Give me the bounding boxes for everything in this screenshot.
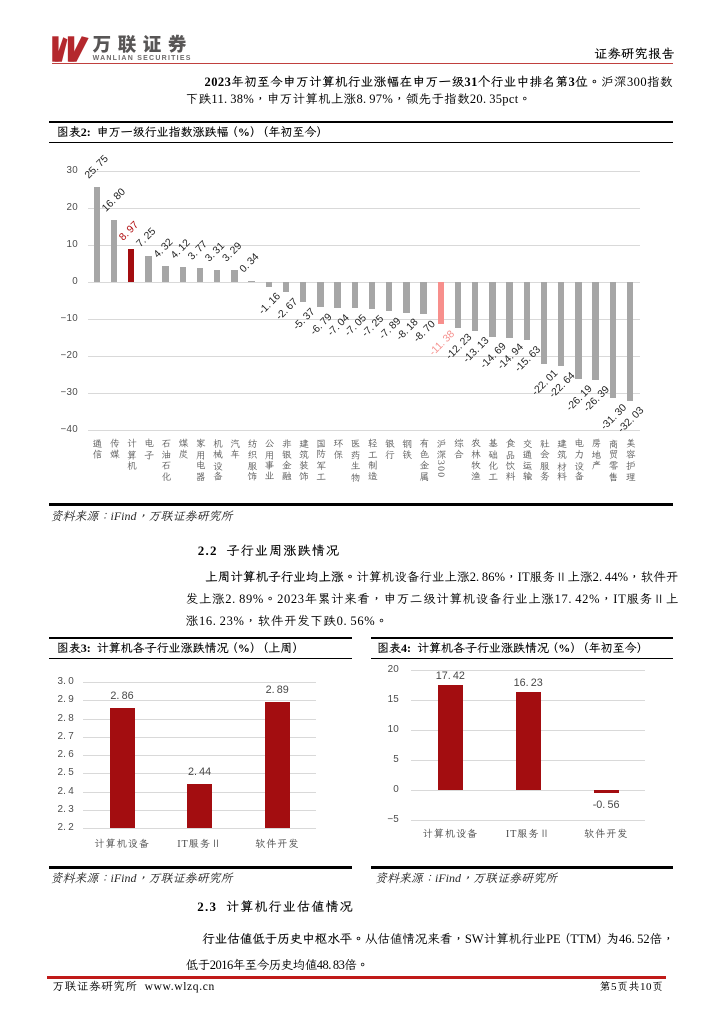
svg-text:3. 29: 3. 29 [221, 241, 245, 265]
svg-text:16. 80: 16. 80 [100, 186, 128, 214]
svg-text:0. 34: 0. 34 [238, 251, 262, 275]
svg-text:25. 75: 25. 75 [83, 153, 111, 181]
